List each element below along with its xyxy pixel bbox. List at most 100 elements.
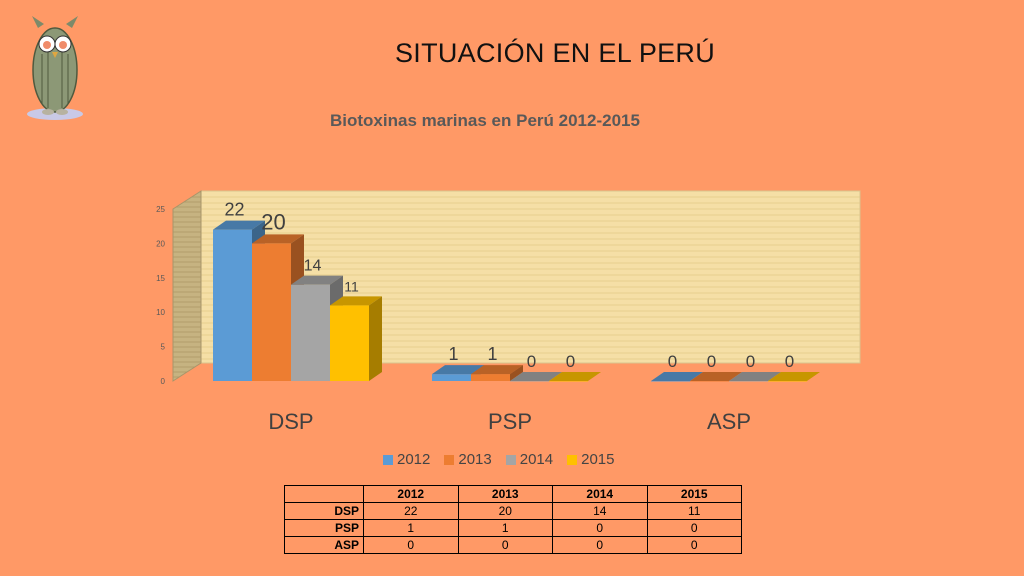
- table-cell: 1: [457, 519, 553, 537]
- bar: [768, 372, 820, 382]
- y-tick-label: 5: [161, 343, 166, 352]
- data-table: 2012 2013 2014 2015 DSP 22 20 14 11 PSP 1 1 0 0 ASP 0 0 0…: [284, 485, 742, 554]
- bar-front: [432, 374, 471, 381]
- bar-front: [213, 229, 252, 381]
- bar-front: [549, 381, 588, 382]
- category-label: PSP: [488, 409, 532, 434]
- bar-front: [330, 305, 369, 381]
- table-cell: 0: [552, 519, 648, 537]
- table-header-cell: 2014: [552, 485, 648, 503]
- y-tick-label: 0: [161, 377, 166, 386]
- data-label: 0: [785, 352, 794, 371]
- table-header-row: 2012 2013 2014 2015: [284, 485, 742, 503]
- table-cell: 0: [552, 536, 648, 554]
- bar-top: [651, 372, 703, 381]
- table-row: DSP 22 20 14 11: [284, 502, 742, 520]
- bar-front: [729, 381, 768, 382]
- data-label: 22: [224, 200, 244, 220]
- data-label: 0: [527, 352, 536, 371]
- bar: [729, 372, 781, 382]
- table-cell: 0: [363, 536, 459, 554]
- category-label: ASP: [707, 409, 751, 434]
- table-cell: 20: [457, 502, 553, 520]
- table-cell: 0: [457, 536, 553, 554]
- chart-bars: [213, 220, 820, 382]
- legend-label: 2012: [397, 451, 431, 468]
- bar-top: [690, 372, 742, 381]
- bar: [690, 372, 742, 382]
- x-axis: DSP PSP ASP: [268, 409, 751, 434]
- data-label: 0: [566, 352, 575, 371]
- table-row: ASP 0 0 0 0: [284, 536, 742, 554]
- bar-top: [432, 365, 484, 375]
- bar-front: [690, 381, 729, 382]
- legend-swatch: [567, 454, 578, 465]
- bar-top: [510, 372, 562, 381]
- bar-top: [213, 220, 265, 230]
- bar-top: [252, 234, 304, 244]
- bar-side: [510, 365, 523, 381]
- table-row-label: ASP: [284, 536, 364, 554]
- table-cell: 22: [363, 502, 459, 520]
- bar-top: [549, 372, 601, 381]
- legend-label: 2015: [581, 451, 615, 468]
- table-row-label: PSP: [284, 519, 364, 537]
- y-axis: 0 5 10 15 20 25: [156, 205, 165, 386]
- y-tick-label: 10: [156, 308, 165, 317]
- data-label: 0: [668, 352, 677, 371]
- data-label: 14: [304, 258, 322, 275]
- data-label: 1: [487, 344, 497, 364]
- table-cell: 11: [646, 502, 742, 520]
- legend-item: 2015: [567, 451, 615, 468]
- data-label: 20: [261, 209, 285, 234]
- table-cell: 0: [646, 519, 742, 537]
- legend-label: 2014: [519, 451, 554, 468]
- table-row-label: DSP: [284, 502, 364, 520]
- bar-front: [510, 381, 549, 382]
- bar-side: [369, 296, 382, 381]
- owl-mascot-image: [27, 16, 83, 120]
- table-header-cell: [284, 485, 364, 503]
- legend-item: 2012: [383, 451, 430, 468]
- data-label: 1: [448, 344, 458, 364]
- data-label: 0: [707, 352, 716, 371]
- legend-item: 2013: [444, 451, 492, 468]
- data-label: 11: [344, 278, 359, 294]
- slide-title: SITUACIÓN EN EL PERÚ: [394, 38, 716, 68]
- legend-swatch: [505, 454, 516, 465]
- table-cell: 1: [363, 519, 459, 537]
- chart-title: Biotoxinas marinas en Perú 2012-2015: [330, 111, 640, 130]
- bar-top: [729, 372, 781, 381]
- chart-legend: 2012 2013 2014 2015: [383, 451, 615, 468]
- bar: [651, 372, 703, 382]
- bar-front: [252, 243, 291, 381]
- table-header-cell: 2013: [457, 485, 553, 503]
- y-tick-label: 15: [156, 274, 165, 283]
- legend-label: 2013: [458, 451, 492, 468]
- table-row: PSP 1 1 0 0: [284, 519, 742, 537]
- legend-swatch: [383, 454, 393, 465]
- bar-front: [291, 284, 330, 381]
- legend-item: 2014: [505, 451, 554, 468]
- bar-top: [768, 372, 820, 381]
- table-header-cell: 2012: [363, 485, 459, 503]
- side-wall: [172, 190, 202, 382]
- bar: [330, 296, 382, 381]
- bar-front: [651, 381, 690, 382]
- table-cell: 0: [646, 536, 742, 554]
- table-header-cell: 2015: [646, 485, 742, 503]
- bar: [549, 372, 601, 382]
- bar-top: [291, 275, 343, 285]
- y-tick-label: 25: [156, 205, 165, 214]
- bar: [510, 372, 562, 382]
- bar-top: [471, 365, 523, 375]
- data-label: 0: [746, 352, 755, 371]
- y-tick-label: 20: [156, 239, 165, 248]
- category-label: DSP: [268, 409, 313, 434]
- legend-swatch: [444, 454, 455, 465]
- bar: [471, 365, 523, 381]
- bar-front: [768, 381, 807, 382]
- bar-front: [471, 374, 510, 381]
